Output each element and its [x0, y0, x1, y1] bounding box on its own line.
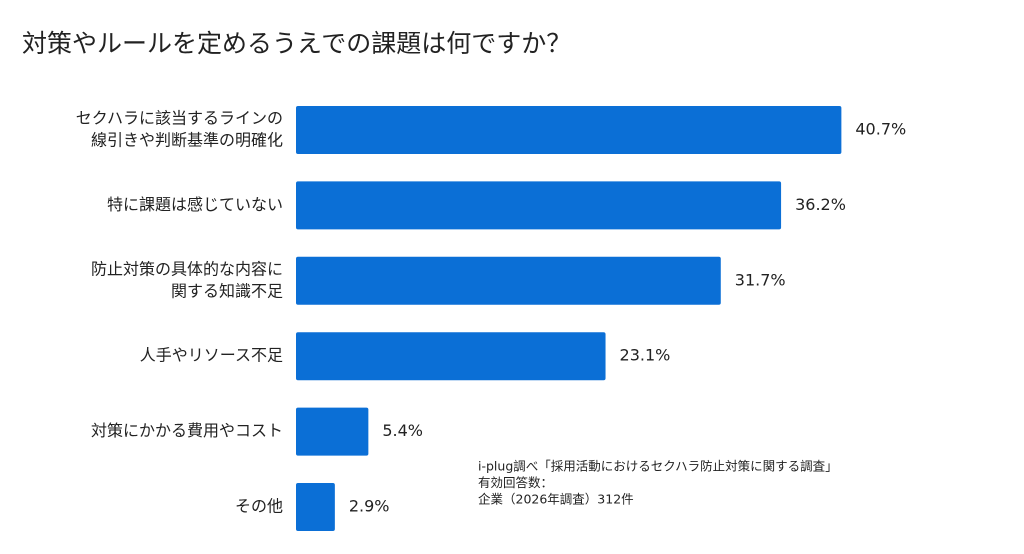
value-label: 31.7% [735, 270, 786, 289]
value-label: 2.9% [349, 497, 390, 516]
category-label: 対策にかかる費用やコスト [91, 421, 283, 440]
bar [296, 332, 606, 381]
category-label: 特に課題は感じていない [107, 195, 283, 214]
chart-title: 対策やルールを定めるうえでの課題は何ですか？ [22, 29, 571, 58]
value-label: 5.4% [382, 421, 423, 440]
category-label: 人手やリソース不足 [140, 346, 283, 365]
category-label: 線引きや判断基準の明確化 [91, 131, 283, 150]
bar [296, 106, 842, 154]
value-label: 23.1% [620, 346, 671, 365]
bar [296, 407, 369, 456]
bar [296, 483, 335, 531]
category-label: 関する知識不足 [171, 281, 283, 300]
category-label: その他 [235, 497, 283, 516]
annotation: 有効回答数： [478, 475, 553, 490]
category-label: 防止対策の具体的な内容に [91, 259, 283, 278]
bar [296, 181, 782, 230]
value-label: 36.2% [795, 195, 846, 214]
annotation: i-plug調べ「採用活動におけるセクハラ防止対策に関する調査」 [478, 459, 838, 474]
category-label: セクハラに該当するラインの [76, 109, 283, 128]
annotation: 企業（2026年調査）312件 [478, 492, 634, 507]
value-label: 40.7% [855, 120, 906, 139]
bar [296, 256, 721, 305]
